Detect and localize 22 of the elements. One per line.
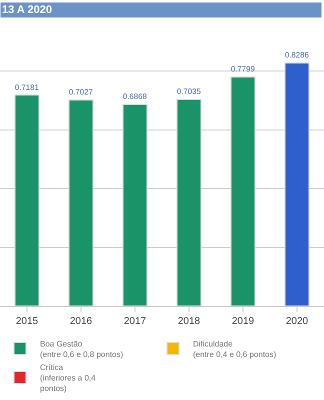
x-tick-label: 2015 [16,316,39,327]
legend-label: Crítica (inferiores a 0,4 pontos) [40,363,96,394]
data-label: 0.7181 [14,82,39,92]
data-label: 0.7799 [230,64,255,74]
bar [14,94,40,306]
bar [68,99,94,306]
x-tick-label: 2017 [124,316,147,327]
bar [176,99,202,306]
data-label: 0.8286 [284,50,310,60]
bar [230,76,256,306]
bar [122,104,148,306]
x-tick-label: 2019 [232,316,255,327]
chart-title: 13 A 2020 [2,4,52,16]
data-label: 0.7035 [176,87,202,96]
data-label: 0.6868 [122,92,148,102]
bar [284,62,310,306]
x-tick-label: 2020 [286,316,309,327]
x-tick-label: 2016 [70,316,93,327]
legend-label: Dificuldade (entre 0,4 e 0,6 pontos) [193,339,276,359]
data-label: 0.7027 [68,87,93,96]
x-tick-label: 2018 [178,316,201,327]
legend-label: Boa Gestão (entre 0,6 e 0,8 pontos) [40,339,124,359]
